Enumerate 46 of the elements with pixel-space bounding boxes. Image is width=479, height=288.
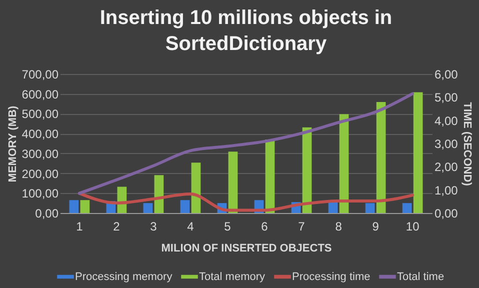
bar [180, 200, 190, 213]
y2-tick-label: 1,00 [434, 183, 458, 198]
x-axis-title: MILION OF INSERTED OBJECTS [161, 242, 332, 254]
y-axis-title: MEMORY (MB) [6, 105, 19, 182]
x-tick-label: 2 [113, 220, 120, 234]
x-tick-label: 3 [150, 220, 158, 234]
y-tick-label: 400,00 [22, 127, 59, 142]
y-tick-label: 300,00 [22, 146, 59, 161]
x-tick-label: 10 [406, 220, 420, 234]
y-tick-label: 100,00 [22, 186, 59, 201]
x-tick-label: 9 [372, 220, 380, 234]
y-tick-label: 700,00 [22, 68, 59, 82]
x-tick-label: 1 [76, 220, 84, 234]
bar [376, 102, 386, 213]
x-tick-label: 6 [261, 220, 268, 234]
bar [402, 203, 412, 213]
bar [191, 162, 201, 213]
bar [80, 200, 90, 213]
x-tick-label: 4 [187, 220, 194, 234]
y2-axis-title: TIME (SECOND) [460, 102, 473, 186]
x-tick-label: 5 [224, 220, 232, 234]
line-series [78, 92, 414, 195]
y-tick-label: 0,00 [35, 206, 59, 220]
bar [365, 203, 375, 213]
y-tick-label: 200,00 [22, 166, 59, 181]
legend-label: Total time [397, 270, 444, 283]
x-tick-label: 7 [298, 220, 306, 234]
bar [143, 203, 153, 213]
legend-label: Processing time [292, 270, 370, 283]
y2-tick-label: 2,00 [434, 160, 458, 174]
x-tick-label: 8 [335, 220, 342, 234]
legend-label: Processing memory [75, 270, 173, 283]
y2-tick-label: 3,00 [434, 137, 458, 151]
y2-tick-label: 6,00 [434, 68, 458, 82]
legend-label: Total memory [199, 270, 266, 283]
bar [228, 152, 238, 213]
line-series [78, 192, 414, 212]
bar [69, 200, 79, 213]
bar [339, 114, 349, 213]
chart-title: Inserting 10 millions objects in SortedDictionary [100, 7, 392, 55]
y2-tick-label: 4,00 [434, 114, 458, 128]
bar [413, 92, 423, 213]
y2-tick-label: 0,00 [434, 206, 458, 220]
y-tick-label: 600,00 [22, 87, 59, 102]
y2-tick-label: 5,00 [434, 90, 458, 105]
y-tick-label: 500,00 [22, 107, 59, 122]
